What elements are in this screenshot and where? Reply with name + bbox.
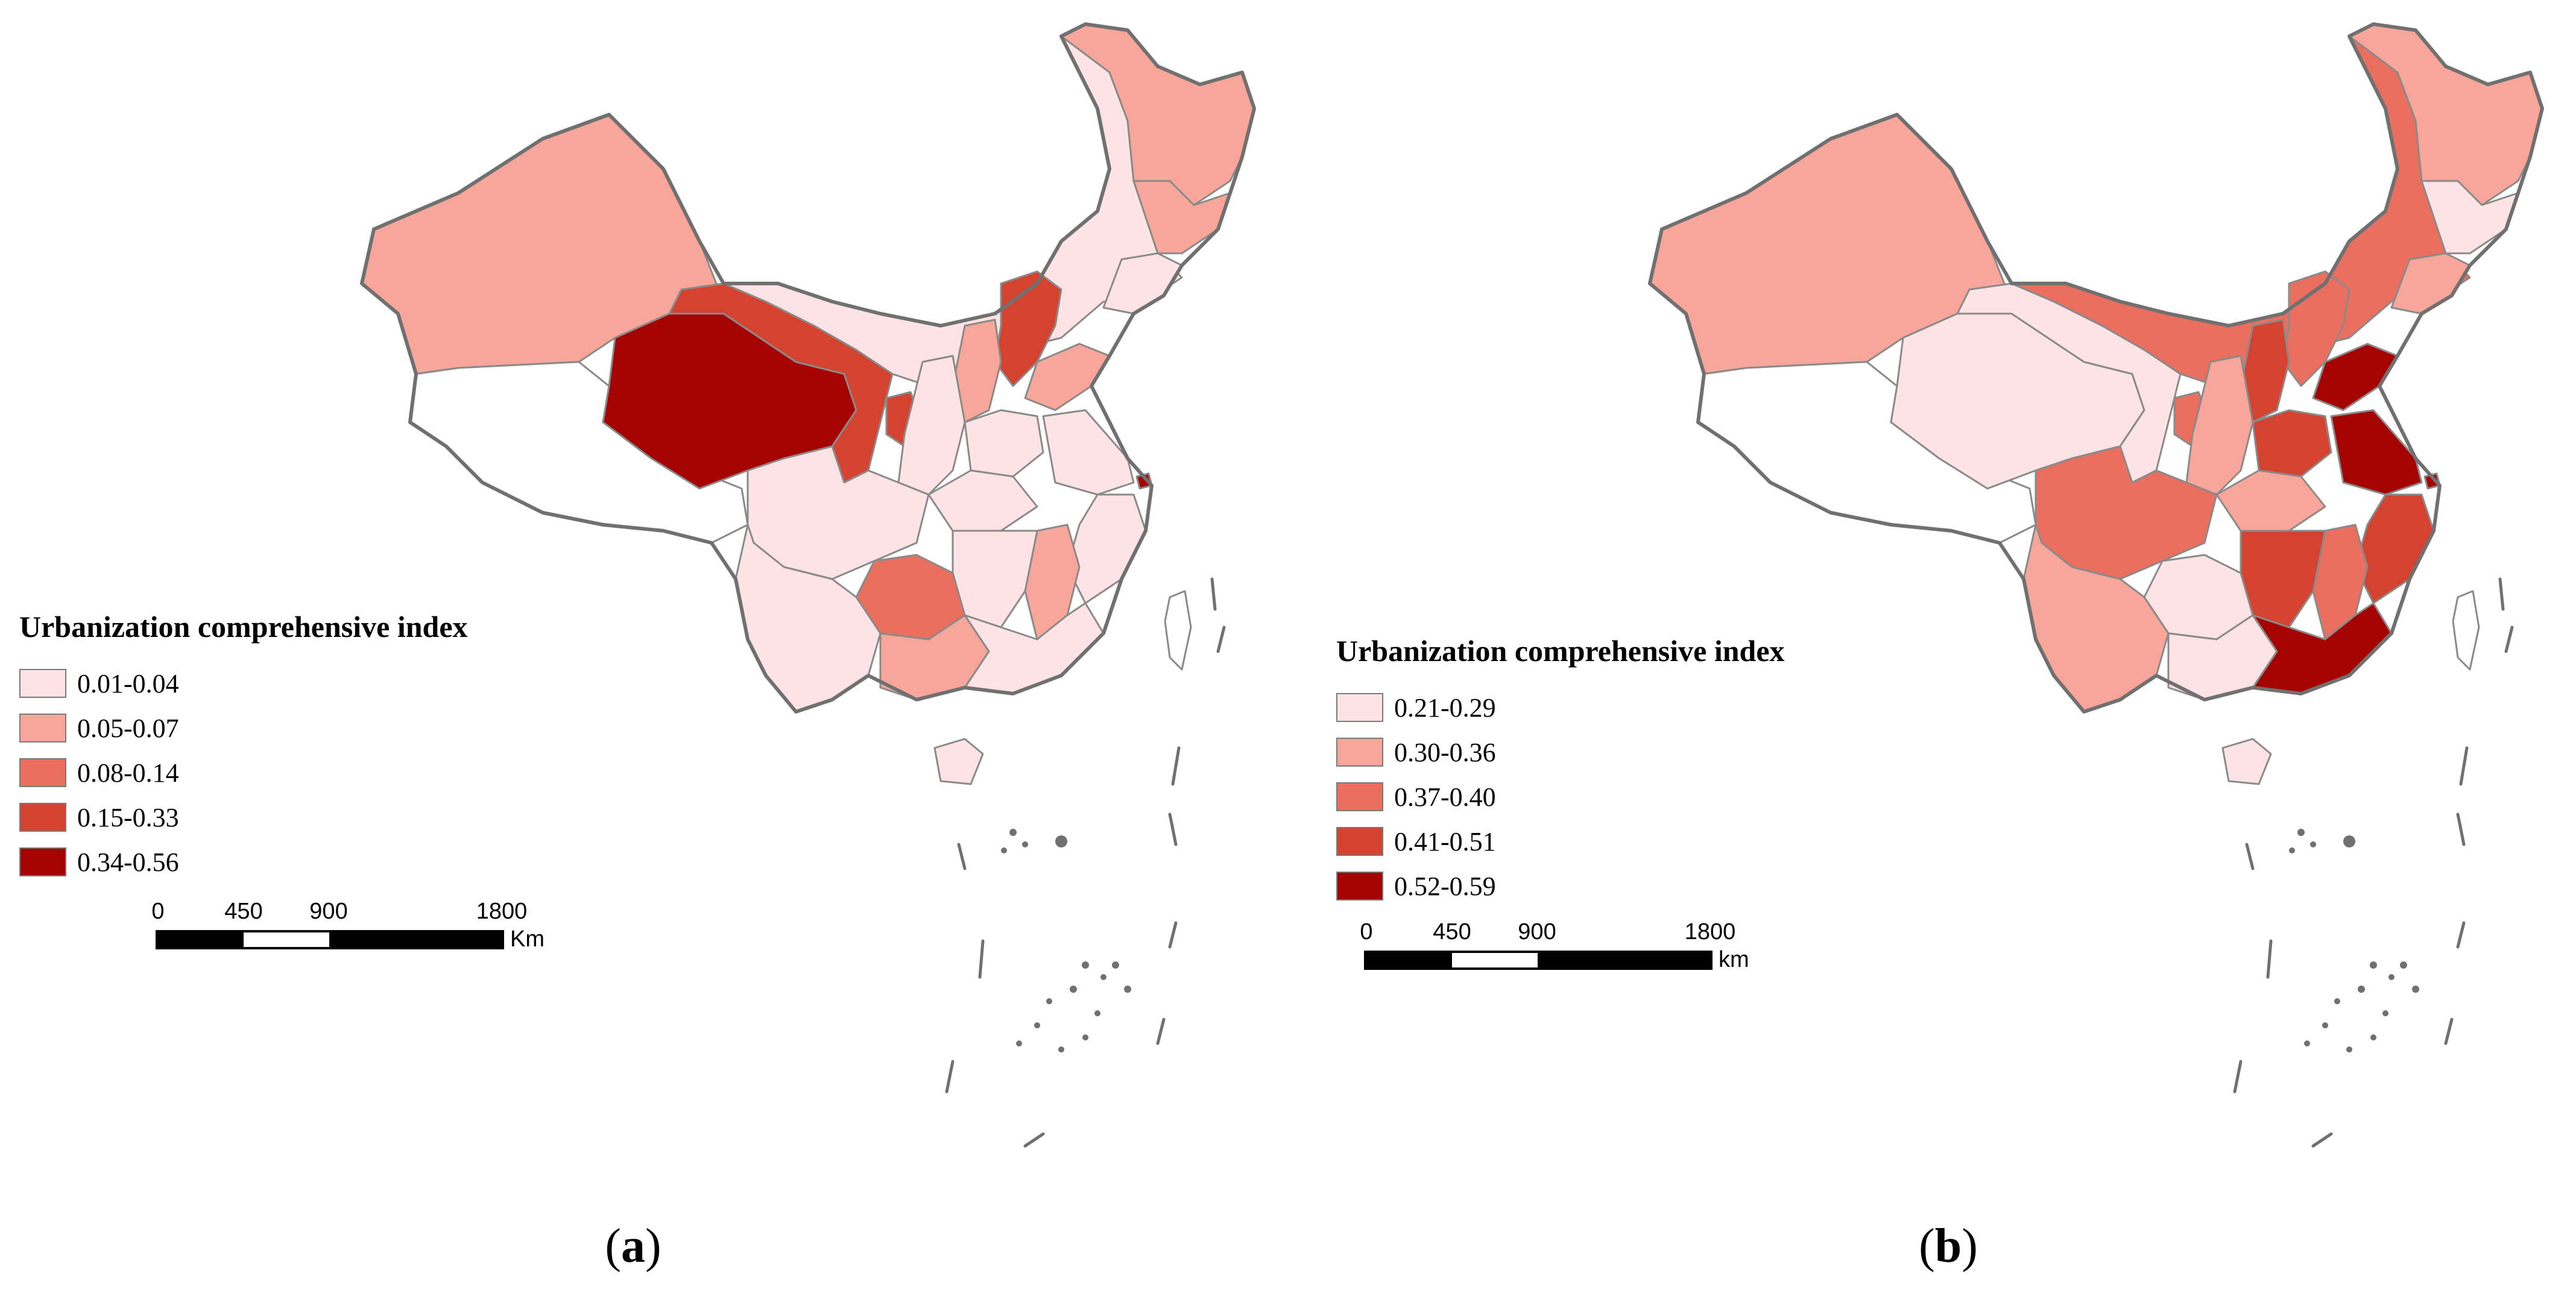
scale-tick-label: 900: [1518, 919, 1556, 945]
scale-ticks: 0 450 900 1800: [1360, 919, 1735, 947]
legend-item: 0.08-0.14: [19, 750, 468, 795]
panel-label-b: (b): [1919, 1220, 1978, 1273]
map-panel-a: Urbanization comprehensive index 0.01-0.…: [19, 22, 1256, 1273]
legend-range: 0.21-0.29: [1394, 692, 1496, 723]
legend-title: Urbanization comprehensive index: [19, 610, 468, 644]
legend-item: 0.21-0.29: [1336, 685, 1785, 730]
legend-range: 0.05-0.07: [77, 713, 179, 743]
region-jiangsu: [2330, 409, 2423, 496]
legend-range: 0.15-0.33: [77, 802, 179, 832]
legend-swatch: [19, 758, 66, 787]
legend-range: 0.52-0.59: [1394, 871, 1496, 901]
region-shaanxi: [897, 355, 966, 496]
legend-item: 0.15-0.33: [19, 795, 468, 840]
legend-swatch: [19, 714, 66, 742]
legend-item: 0.05-0.07: [19, 706, 468, 750]
legend-item: 0.34-0.56: [19, 840, 468, 884]
country-outline-b: [1648, 22, 2544, 714]
scale-tick-label: 450: [224, 899, 263, 924]
scale-bar-graphic: [1364, 950, 1713, 970]
legend-item: 0.30-0.36: [1336, 730, 1785, 774]
china-map-b: [1648, 22, 2544, 1148]
legend-title: Urbanization comprehensive index: [1336, 634, 1785, 668]
map-panel-b: Urbanization comprehensive index 0.21-0.…: [1288, 0, 2576, 1298]
legend-item: 0.37-0.40: [1336, 774, 1785, 819]
region-taiwan: [1164, 590, 1192, 671]
region-zhejiang: [2354, 493, 2435, 604]
island-dots-a: [1001, 829, 1131, 1053]
south-china-sea-inset-b: [2233, 577, 2514, 1148]
island-dots-b: [2289, 829, 2419, 1053]
region-jiangsu: [1042, 409, 1135, 496]
scale-bar-a: 0 450 900 1800 Km: [151, 899, 545, 952]
region-henan: [2252, 409, 2332, 478]
legend-range: 0.37-0.40: [1394, 782, 1496, 812]
region-taiwan: [2452, 590, 2480, 671]
region-heilongjiang: [2348, 23, 2543, 206]
legend-item: 0.52-0.59: [1336, 864, 1785, 908]
region-zhejiang: [1066, 493, 1147, 604]
legend-swatch: [19, 847, 66, 876]
region-henan: [964, 409, 1044, 478]
legend-a: Urbanization comprehensive index 0.01-0.…: [19, 609, 468, 884]
legend-item: 0.41-0.51: [1336, 819, 1785, 864]
scale-unit: km: [1719, 947, 1749, 972]
scale-unit: Km: [510, 926, 545, 952]
region-hunan: [2240, 530, 2326, 628]
scale-ticks: 0 450 900 1800: [151, 899, 527, 926]
scale-bar-graphic: [156, 929, 504, 949]
legend-range: 0.41-0.51: [1394, 826, 1496, 856]
legend-swatch: [1336, 827, 1383, 856]
region-shaanxi: [2185, 355, 2254, 496]
scale-tick-label: 0: [1360, 919, 1373, 945]
legend-swatch: [1336, 738, 1383, 767]
region-heilongjiang: [1060, 23, 1255, 206]
region-hainan: [933, 738, 984, 785]
country-outline-a: [360, 22, 1256, 714]
region-hainan: [2221, 738, 2272, 785]
legend-range: 0.08-0.14: [77, 758, 179, 788]
legend-swatch: [19, 669, 66, 698]
scale-tick-label: 1800: [1684, 919, 1736, 945]
legend-range: 0.01-0.04: [77, 668, 179, 698]
legend-range: 0.30-0.36: [1394, 737, 1496, 767]
panel-label-a: (a): [605, 1220, 661, 1273]
region-hunan: [952, 530, 1038, 628]
legend-range: 0.34-0.56: [77, 847, 179, 877]
scale-tick-label: 900: [309, 899, 348, 924]
scale-tick-label: 1800: [476, 899, 528, 924]
legend-swatch: [1336, 693, 1383, 722]
legend-swatch: [1336, 782, 1383, 811]
south-china-sea-inset-a: [945, 577, 1226, 1148]
scale-tick-label: 0: [151, 899, 165, 924]
scale-bar-b: 0 450 900 1800 km: [1360, 919, 1749, 973]
china-map-a: [360, 22, 1256, 1148]
legend-b: Urbanization comprehensive index 0.21-0.…: [1336, 633, 1785, 908]
legend-swatch: [19, 803, 66, 832]
legend-item: 0.01-0.04: [19, 661, 468, 706]
scale-tick-label: 450: [1433, 919, 1471, 945]
legend-swatch: [1336, 872, 1383, 901]
